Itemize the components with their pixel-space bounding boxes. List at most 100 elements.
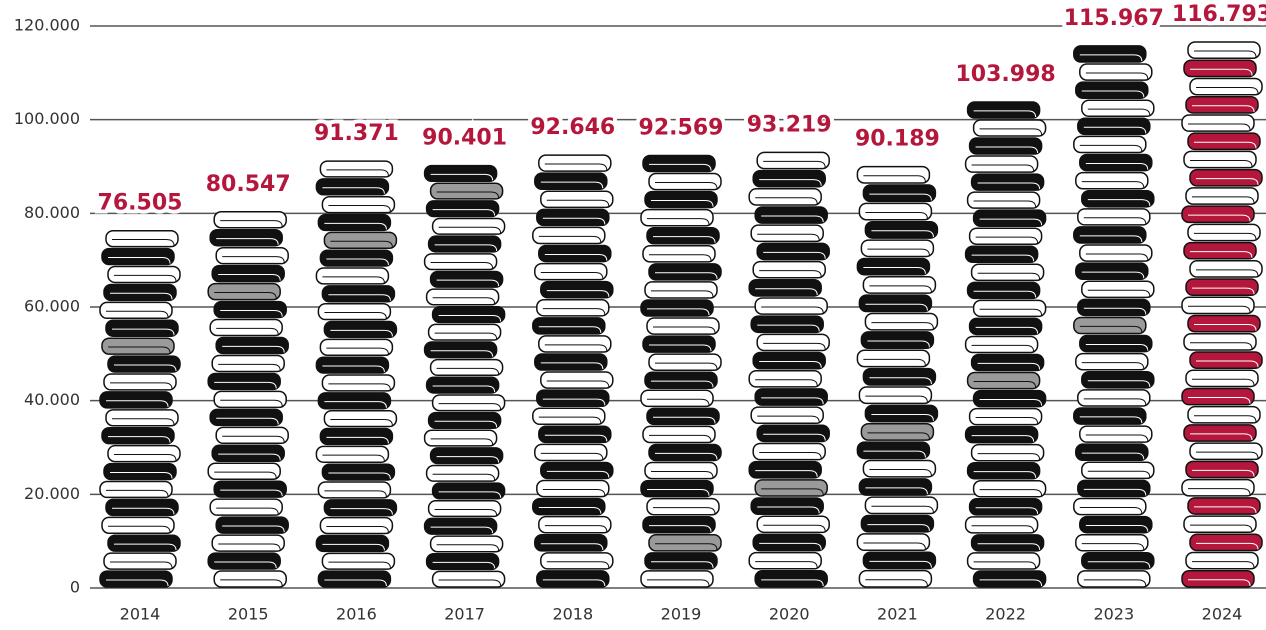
value-label: 80.547 [206,172,291,197]
book-pages [755,561,818,568]
book-pages [324,579,387,587]
book-pages [1190,433,1253,441]
book-pages [871,505,934,513]
book [858,202,933,221]
book-pages [761,215,824,223]
book [1073,135,1147,154]
book-pages [436,456,500,463]
book [209,498,283,516]
book [431,217,506,235]
book [972,209,1047,227]
book [107,444,181,463]
book [101,247,175,266]
book-pages [759,270,822,277]
book [1075,533,1149,552]
book-pages [540,362,604,370]
book [862,276,937,294]
book-pages [106,489,169,497]
book-pages [1085,344,1149,351]
book [644,461,718,480]
book-pages [867,340,930,348]
book-pages [871,413,934,421]
book-pages [214,471,277,479]
book [966,371,1041,390]
book-pages [322,365,385,373]
book-pages [869,285,932,293]
book-pages [973,471,1037,478]
y-tick-label: 0 [70,578,80,597]
book [534,443,608,462]
book [536,570,610,588]
book [648,353,722,371]
book [103,373,177,391]
book [534,172,608,191]
book-pages [106,400,169,407]
book [972,119,1047,137]
book [864,312,939,331]
book-pages [763,342,826,350]
book-pages [220,220,283,227]
book-pages [1083,579,1147,587]
x-tick-label: 2022 [985,605,1026,624]
book [864,404,939,423]
book-pages [869,193,932,201]
book-pages [977,453,1041,460]
book-pages [763,433,826,441]
book-pages [108,346,171,354]
book [756,515,830,534]
book-pages [655,452,718,460]
book-pages [863,175,926,183]
book [534,534,608,552]
book [429,358,504,377]
book [754,206,828,224]
book-pages [1192,469,1255,477]
book-pages [542,308,606,315]
book [427,500,502,518]
book-pages [971,344,1035,352]
value-label: 90.189 [855,127,940,152]
book [1187,132,1261,151]
book-pages [438,579,502,587]
book-pages [546,290,610,297]
book [323,499,398,517]
book [964,425,1039,444]
book-pages [540,272,604,279]
book-pages [971,164,1035,172]
book [748,369,822,388]
book [1181,296,1255,315]
book [646,226,720,245]
book [640,299,714,317]
book-pages [1194,506,1257,514]
book [756,242,830,261]
book-pages [1085,253,1149,261]
book-pages [759,361,822,368]
book [968,407,1043,426]
book [972,299,1047,318]
book [1081,371,1155,389]
book-pages [651,200,714,207]
book [207,552,281,570]
book [750,315,824,334]
book-pages [436,367,500,375]
book [860,331,935,350]
book-pages [979,579,1043,587]
book-pages [1087,108,1151,116]
book [211,444,285,463]
book [1075,262,1149,280]
book [1077,389,1151,407]
book-pages [328,383,391,390]
book-pages [649,344,712,352]
book-pages [328,294,391,301]
book [207,462,281,480]
book [1185,460,1259,479]
book [317,481,392,499]
book-pages [1087,470,1151,478]
book [540,461,614,480]
book-pages [1079,416,1143,424]
book-pages [759,451,822,459]
book [752,169,826,188]
book-pages [542,217,606,225]
book-pages [1083,217,1147,224]
book-pages [112,507,175,515]
book-stack [207,211,289,588]
